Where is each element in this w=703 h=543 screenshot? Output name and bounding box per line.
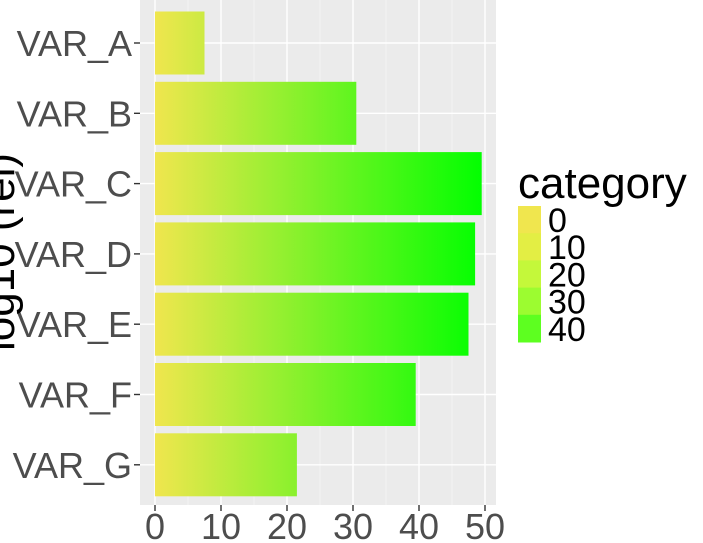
x-tick-label: 40 [399,506,439,543]
y-tick-label: VAR_B [17,93,132,134]
legend-label: 20 [548,256,586,294]
legend-key [518,260,541,289]
y-tick-label: VAR_G [13,445,132,486]
bar-var-f [155,363,416,426]
x-tick-label: 10 [201,506,241,543]
bar-var-b [155,81,357,145]
y-axis: VAR_A VAR_B VAR_C VAR_D VAR_E VAR_F VAR_G [13,23,140,486]
x-tick-label: 0 [145,506,165,543]
legend-title: category [518,159,687,208]
y-axis-title: log10 (rel) [0,153,24,351]
bar-var-c [155,152,482,216]
y-tick-label: VAR_C [15,164,132,205]
x-tick-label: 50 [465,506,505,543]
y-tick-label: VAR_A [17,23,132,64]
y-tick-label: VAR_F [19,375,132,416]
bar-var-a [155,11,205,75]
x-tick-label: 20 [267,506,307,543]
legend-key [518,206,541,234]
x-axis: 0 10 20 30 40 50 [145,505,505,543]
y-tick-label: VAR_D [15,234,132,275]
bar-var-g [155,433,297,497]
bars [155,11,482,497]
legend-key [518,233,541,261]
legend-label: 0 [548,202,567,240]
bar-var-e [155,292,469,356]
legend-label: 10 [548,229,586,267]
bar-var-d [155,222,476,286]
x-tick-label: 30 [333,506,373,543]
legend-label: 40 [548,311,586,349]
legend-key [518,287,541,316]
legend-key [518,314,541,343]
y-tick-label: VAR_E [17,304,132,345]
legend-label: 30 [548,284,586,322]
